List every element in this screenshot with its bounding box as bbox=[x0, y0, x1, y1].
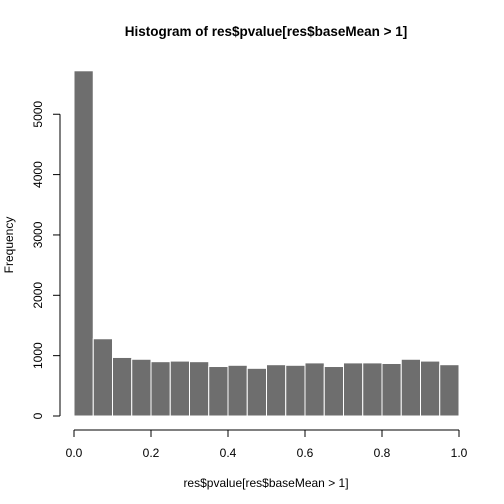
y-tick-label: 4000 bbox=[31, 161, 45, 188]
y-tick-label: 5000 bbox=[31, 101, 45, 128]
histogram-bar-0 bbox=[73, 70, 94, 417]
histogram-bar-16 bbox=[381, 362, 402, 417]
y-tick-label: 2000 bbox=[31, 282, 45, 309]
histogram-bar-7 bbox=[208, 366, 229, 417]
histogram-bar-2 bbox=[112, 356, 133, 417]
histogram-bar-12 bbox=[304, 362, 325, 417]
histogram-bar-1 bbox=[92, 338, 113, 417]
y-tick-label: 0 bbox=[31, 412, 45, 419]
y-tick-label: 3000 bbox=[31, 221, 45, 248]
x-axis-label: res$pvalue[res$baseMean > 1] bbox=[183, 476, 348, 490]
histogram-bar-19 bbox=[439, 364, 460, 417]
y-tick-label: 1000 bbox=[31, 342, 45, 369]
histogram-bar-6 bbox=[189, 361, 210, 417]
histogram-bar-13 bbox=[323, 366, 344, 417]
histogram-bar-9 bbox=[246, 367, 267, 417]
histogram-bar-15 bbox=[362, 362, 383, 417]
histogram-bar-11 bbox=[285, 364, 306, 417]
histogram-bar-18 bbox=[420, 360, 441, 417]
histogram-bar-14 bbox=[343, 362, 364, 417]
histogram-bar-3 bbox=[131, 358, 152, 417]
x-tick-label: 0.6 bbox=[297, 446, 314, 460]
histogram-bars bbox=[73, 70, 460, 417]
x-tick-label: 0.0 bbox=[66, 446, 83, 460]
x-tick-label: 0.4 bbox=[220, 446, 237, 460]
histogram-bar-4 bbox=[150, 361, 171, 417]
y-axis-label: Frequency bbox=[2, 217, 16, 274]
histogram-bar-10 bbox=[266, 364, 287, 417]
chart-title: Histogram of res$pvalue[res$baseMean > 1… bbox=[125, 24, 408, 39]
x-axis: 0.0 0.2 0.4 0.6 0.8 1.0 bbox=[66, 429, 468, 460]
x-tick-label: 0.8 bbox=[374, 446, 391, 460]
histogram-bar-5 bbox=[169, 360, 190, 417]
x-tick-label: 1.0 bbox=[451, 446, 468, 460]
histogram-bar-8 bbox=[227, 364, 248, 417]
histogram-bar-17 bbox=[400, 358, 421, 417]
x-tick-label: 0.2 bbox=[143, 446, 160, 460]
y-axis: 0 1000 2000 3000 4000 5000 bbox=[31, 101, 61, 419]
